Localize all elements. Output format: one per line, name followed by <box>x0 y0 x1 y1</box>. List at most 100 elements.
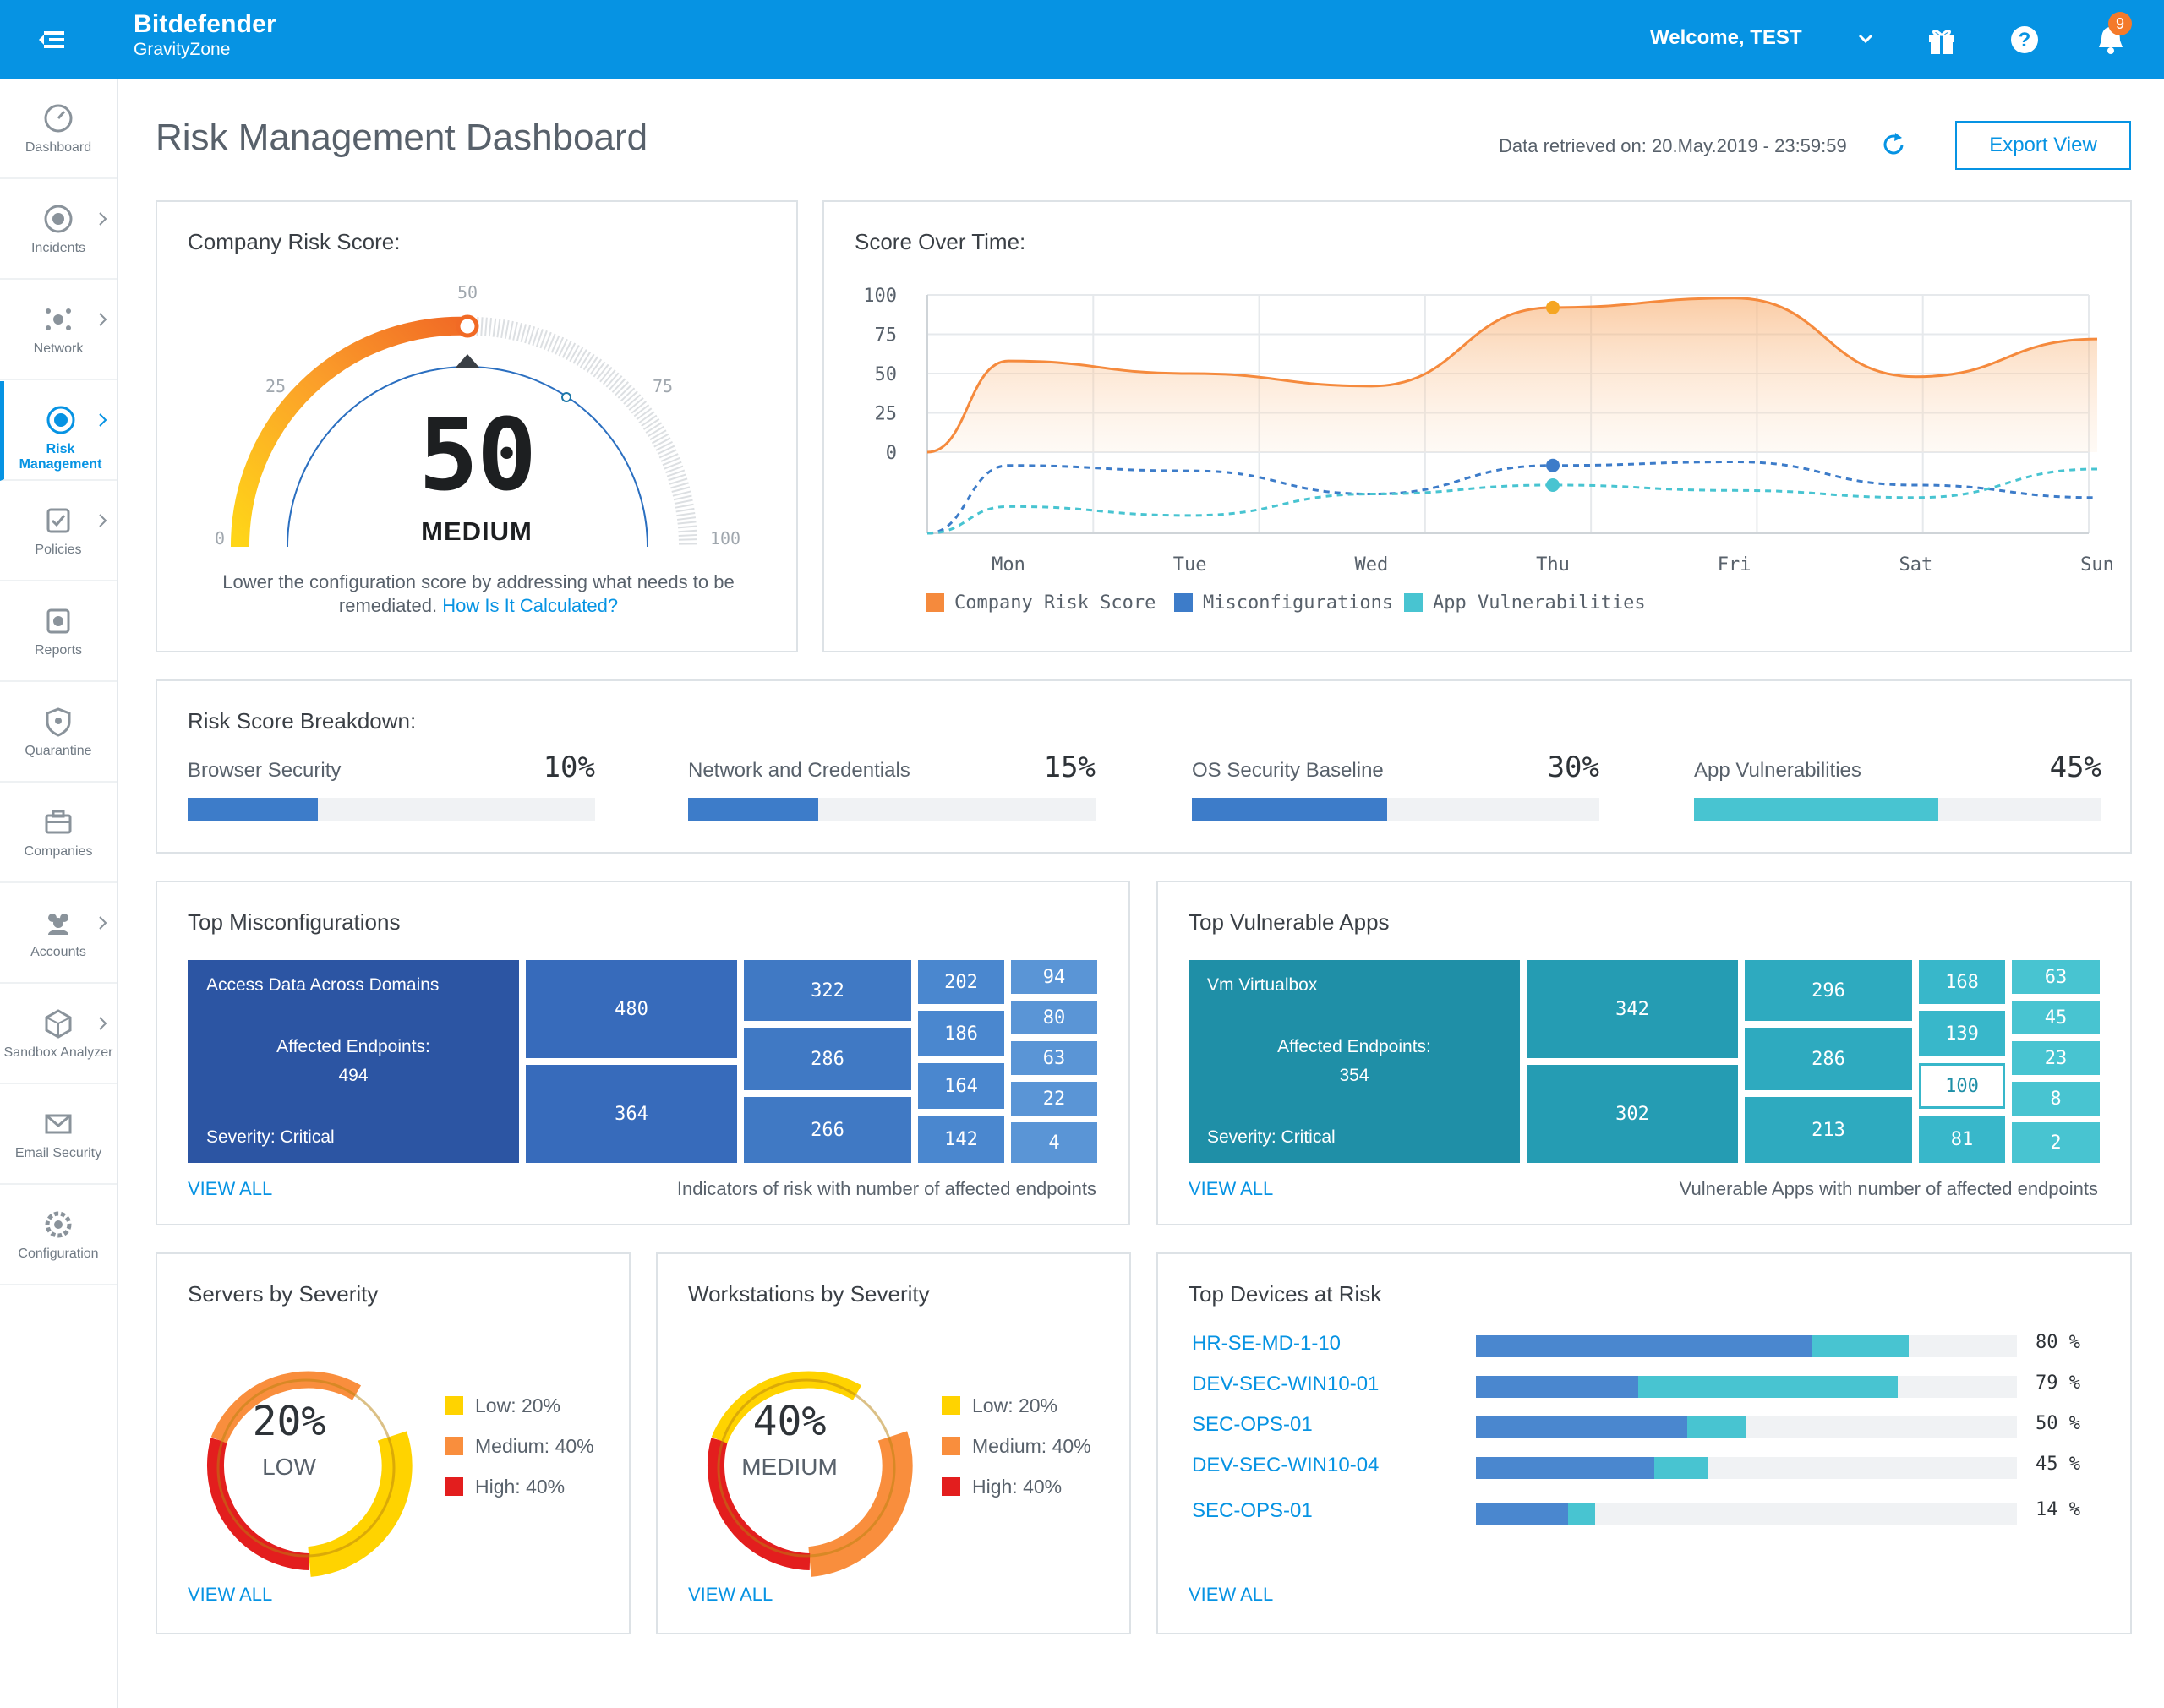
treemap-top-item[interactable]: Access Data Across Domains Affected Endp… <box>188 960 519 1163</box>
top-vulnerable-apps-card: Top Vulnerable Apps Vm Virtualbox Affect… <box>1156 881 2132 1225</box>
reports-icon <box>46 608 70 634</box>
legend-swatch <box>926 593 944 612</box>
sidebar-item-accounts[interactable]: Accounts <box>0 884 117 984</box>
breakdown-bar-fill <box>1694 798 1939 821</box>
sidebar-item-incidents[interactable]: Incidents <box>0 180 117 280</box>
treemap-cell[interactable]: 80 <box>1011 1001 1097 1034</box>
treemap-cell[interactable]: 286 <box>744 1028 911 1090</box>
gauge-tick-100: 100 <box>710 528 740 548</box>
sidebar-item-label: Accounts <box>30 945 86 959</box>
line-app-vulnerabilities <box>926 467 2098 535</box>
treemap-cell[interactable]: 81 <box>1919 1116 2005 1163</box>
sidebar-item-policies[interactable]: Policies <box>0 482 117 581</box>
device-risk-percent: 14 % <box>2036 1499 2080 1520</box>
breakdown-label: Network and Credentials <box>688 759 910 782</box>
treemap-top-item[interactable]: Vm Virtualbox Affected Endpoints: 354 Sev… <box>1189 960 1520 1163</box>
treemap-cell[interactable]: 213 <box>1745 1097 1912 1163</box>
treemap-cell[interactable]: 23 <box>2012 1041 2100 1075</box>
device-row: SEC-OPS-01 50 % <box>1192 1410 2096 1440</box>
treemap-cell[interactable]: 63 <box>1011 1041 1097 1075</box>
legend-swatch <box>445 1437 463 1455</box>
how-calculated-link[interactable]: How Is It Calculated? <box>442 595 619 616</box>
treemap-cell[interactable]: 164 <box>918 1063 1004 1109</box>
treemap-cell[interactable]: 63 <box>2012 960 2100 994</box>
treemap-cell[interactable]: 296 <box>1745 960 1912 1021</box>
legend-company-risk-score: Company Risk Score <box>926 592 1156 614</box>
gauge-tick-50: 50 <box>457 282 478 303</box>
welcome-user[interactable]: Welcome, TEST <box>1650 26 1802 49</box>
risk-management-icon <box>46 406 74 434</box>
donut-segment-low <box>307 1431 413 1577</box>
treemap-cell[interactable]: 364 <box>526 1065 737 1163</box>
breakdown-percent: 15% <box>1043 750 1096 784</box>
endpoints-label: Affected Endpoints: <box>276 1037 430 1056</box>
legend-label: High: 40% <box>972 1476 1063 1498</box>
device-name-link[interactable]: HR-SE-MD-1-10 <box>1192 1332 1342 1355</box>
treemap-cell[interactable]: 480 <box>526 960 737 1058</box>
device-row: SEC-OPS-01 14 % <box>1192 1496 2096 1526</box>
sidebar-item-configuration[interactable]: Configuration <box>0 1186 117 1285</box>
treemap-cell-selected[interactable]: 100 <box>1919 1063 2005 1109</box>
quarantine-icon <box>46 707 71 737</box>
device-row: HR-SE-MD-1-10 80 % <box>1192 1329 2096 1359</box>
treemap-cell[interactable]: 342 <box>1527 960 1738 1058</box>
treemap-footnote: Indicators of risk with number of affect… <box>676 1178 1096 1199</box>
legend-label: App Vulnerabilities <box>1433 592 1646 614</box>
sidebar-item-label: Configuration <box>18 1247 99 1261</box>
y-tick-label: 50 <box>875 364 898 385</box>
treemap-cell[interactable]: 22 <box>1011 1082 1097 1116</box>
treemap-cell[interactable]: 2 <box>2012 1122 2100 1163</box>
servers-donut <box>207 1371 413 1577</box>
risk-score-breakdown-card: Risk Score Breakdown: <box>156 679 2132 854</box>
treemap-cell[interactable]: 186 <box>918 1011 1004 1056</box>
device-name-link[interactable]: DEV-SEC-WIN10-04 <box>1192 1454 1380 1476</box>
device-name-link[interactable]: SEC-OPS-01 <box>1192 1499 1313 1522</box>
treemap-cell[interactable]: 266 <box>744 1097 911 1163</box>
treemap-cell[interactable]: 202 <box>918 960 1004 1004</box>
servers-donut-value: 20% <box>252 1398 326 1445</box>
export-view-button[interactable]: Export View <box>1955 121 2131 170</box>
sidebar-item-sandbox-analyzer[interactable]: Sandbox Analyzer <box>0 985 117 1084</box>
sidebar-item-quarantine[interactable]: Quarantine <box>0 683 117 783</box>
chevron-down-icon[interactable] <box>1853 29 1878 49</box>
top-misconfigurations-card: Top Misconfigurations Access Data Across… <box>156 881 1130 1225</box>
device-risk-bar-misconfig <box>1476 1503 1568 1525</box>
view-all-link[interactable]: VIEW ALL <box>1189 1584 1274 1605</box>
menu-collapse-icon[interactable] <box>32 20 76 59</box>
treemap-cell[interactable]: 8 <box>2012 1082 2100 1116</box>
view-all-link[interactable]: VIEW ALL <box>188 1178 273 1199</box>
sidebar-item-network[interactable]: Network <box>0 281 117 380</box>
device-risk-bar-track <box>1476 1376 2017 1398</box>
workstations-donut-level: MEDIUM <box>741 1454 838 1480</box>
treemap-cell[interactable]: 168 <box>1919 960 2005 1004</box>
device-name-link[interactable]: SEC-OPS-01 <box>1192 1413 1313 1436</box>
sidebar-item-label: Policies <box>35 543 82 557</box>
view-all-link[interactable]: VIEW ALL <box>688 1584 773 1605</box>
treemap-cell[interactable]: 4 <box>1011 1122 1097 1163</box>
gift-icon[interactable] <box>1922 20 1961 59</box>
sidebar-item-risk-management[interactable]: Risk Management <box>0 381 117 481</box>
device-name-link[interactable]: DEV-SEC-WIN10-01 <box>1192 1372 1380 1395</box>
breakdown-bar-track <box>1192 798 1599 821</box>
treemap-cell[interactable]: 322 <box>744 960 911 1021</box>
treemap-cell[interactable]: 94 <box>1011 960 1097 994</box>
treemap-cell[interactable]: 45 <box>2012 1001 2100 1034</box>
device-row: DEV-SEC-WIN10-01 79 % <box>1192 1369 2096 1400</box>
brand-logo[interactable]: Bitdefender GravityZone <box>134 10 276 60</box>
treemap-cell[interactable]: 286 <box>1745 1028 1912 1090</box>
treemap-cell[interactable]: 139 <box>1919 1011 2005 1056</box>
legend-swatch <box>445 1477 463 1496</box>
view-all-link[interactable]: VIEW ALL <box>1189 1178 1274 1199</box>
treemap-cell[interactable]: 142 <box>918 1116 1004 1163</box>
score-line-chart: 100 75 50 25 0 Mon Tue Wed Thu Fri Sat Sun <box>863 286 2114 576</box>
help-icon[interactable]: ? <box>2005 20 2044 59</box>
refresh-icon[interactable] <box>1878 129 1909 160</box>
description-text: Lower the configuration score by address… <box>222 571 735 616</box>
sidebar-item-reports[interactable]: Reports <box>0 582 117 682</box>
treemap-cell[interactable]: 302 <box>1527 1065 1738 1163</box>
view-all-link[interactable]: VIEW ALL <box>188 1584 273 1605</box>
sidebar-item-email-security[interactable]: Email Security <box>0 1085 117 1185</box>
sidebar-item-dashboard[interactable]: Dashboard <box>0 79 117 179</box>
sidebar-item-companies[interactable]: Companies <box>0 783 117 883</box>
device-risk-bar-misconfig <box>1476 1416 1687 1438</box>
